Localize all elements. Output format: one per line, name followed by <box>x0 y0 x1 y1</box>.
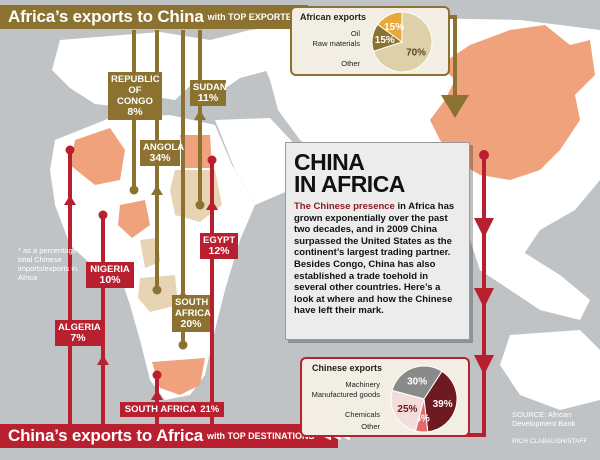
china-exports-banner: China’s exports to Africa with TOP DESTI… <box>0 424 350 448</box>
country-pct: 8% <box>127 106 143 118</box>
down-arrow-icon <box>474 355 494 375</box>
country-name: SOUTH AFRICA <box>175 297 211 319</box>
chinese-exports-value-label: 25% <box>397 404 417 415</box>
chinese-exports-slice-1 <box>423 370 458 433</box>
card-title: African exports <box>300 12 367 22</box>
nigeria-dest-dot <box>98 210 108 220</box>
banner-title: Africa’s exports to China <box>8 7 204 26</box>
chinese-exports-slice-3 <box>390 389 425 432</box>
country-pct: 34% <box>149 152 171 164</box>
country-pct: 7% <box>70 332 86 344</box>
country-pct: 12% <box>208 245 230 257</box>
egypt-territory <box>180 135 212 168</box>
country-pct: 11% <box>197 92 219 104</box>
chinese-exports-slice-0 <box>391 365 443 400</box>
pie-label-machinery: Machinery <box>345 380 380 389</box>
pie-label-other: Other <box>361 422 380 431</box>
country-pct: 20% <box>180 318 202 330</box>
country-name: EGYPT <box>203 235 236 246</box>
destination-tag-nigeria: NIGERIA 10% <box>86 262 134 288</box>
country-name: SUDAN <box>193 82 227 93</box>
banner-subtitle: with TOP DESTINATIONS* <box>206 431 318 441</box>
down-arrow-icon <box>474 288 494 308</box>
card-title: Chinese exports <box>312 363 383 373</box>
destination-tag-south-africa: SOUTH AFRICA 21% <box>120 402 224 417</box>
australia-landmass <box>500 330 600 410</box>
exporter-tag-congo: REPUBLIC OF CONGO 8% <box>108 72 162 120</box>
up-arrow-icon <box>194 110 206 120</box>
country-name: SOUTH AFRICA <box>124 404 197 415</box>
angola-origin-dot <box>152 285 162 295</box>
south-africa-territory <box>152 358 205 395</box>
african-exports-value-label: 70% <box>406 48 426 59</box>
exporter-tag-south-africa: SOUTH AFRICA 20% <box>172 295 211 332</box>
credit-line: RICH CLABAUGH/STAFF <box>512 438 588 445</box>
china-arrowhead-icon <box>441 95 469 118</box>
info-title-line: CHINA <box>294 149 365 175</box>
african-exports-slice-2 <box>377 11 403 43</box>
sudan-origin-dot <box>195 200 205 210</box>
chinese-exports-value-label: 39% <box>433 399 453 410</box>
african-exports-value-label: 15% <box>375 35 395 46</box>
congo-origin-dot <box>129 185 139 195</box>
south-africa-dest-dot <box>152 370 162 380</box>
info-text: in Africa has grown exponentially over t… <box>294 201 455 317</box>
exporter-tag-angola: ANGOLA 34% <box>140 140 184 166</box>
chinese-exports-card: Chinese exports Machinery Manufactured g… <box>300 357 470 437</box>
info-title-line: IN AFRICA <box>294 171 405 197</box>
country-name: REPUBLIC OF CONGO <box>111 74 160 107</box>
arabia-landmass <box>215 118 300 205</box>
southeast-asia-landmass <box>470 240 590 320</box>
chinese-exports-value-label: 30% <box>407 377 427 388</box>
info-panel: CHINA IN AFRICA The Chinese presence in … <box>285 142 470 340</box>
up-arrow-icon <box>151 390 163 400</box>
china-origin-dot <box>479 150 489 160</box>
source-note: SOURCE: African Development Bank <box>512 410 575 428</box>
down-arrow-icon <box>474 218 494 238</box>
pie-label-chemicals: Chemicals <box>344 410 380 419</box>
destination-tag-egypt: EGYPT 12% <box>200 233 238 259</box>
source-line: Development Bank <box>512 419 576 428</box>
up-arrow-icon <box>97 355 109 365</box>
african-exports-value-label: 15% <box>384 22 404 33</box>
algeria-territory <box>70 128 125 185</box>
country-pct: 10% <box>99 274 121 286</box>
destination-tag-algeria: ALGERIA 7% <box>55 320 101 346</box>
exporter-tag-sudan: SUDAN 11% <box>190 80 227 106</box>
banner-title: China’s exports to Africa <box>8 426 203 445</box>
egypt-dest-dot <box>207 155 217 165</box>
nigeria-territory <box>118 200 150 238</box>
europe-landmass <box>52 30 280 108</box>
country-name: NIGERIA <box>90 264 130 275</box>
source-line: SOURCE: African <box>512 410 572 419</box>
country-pct: 21% <box>200 404 220 415</box>
info-lead: The Chinese presence <box>294 201 395 212</box>
pie-label-manufactured-goods: Manufactured goods <box>311 390 380 399</box>
african-exports-card: African exports Oil Raw materials Other … <box>290 6 450 76</box>
chinese-exports-pie: 30% 39%6%25% <box>390 365 458 433</box>
country-name: ANGOLA <box>143 142 185 153</box>
banner-subtitle: with TOP EXPORTERS* <box>207 12 308 22</box>
pie-label-other: Other <box>341 59 360 68</box>
china-territory <box>430 25 595 180</box>
up-arrow-icon <box>206 200 218 210</box>
up-arrow-icon <box>151 185 163 195</box>
pie-label-raw-materials: Raw materials <box>312 39 360 48</box>
pie-label-oil: Oil <box>350 29 360 38</box>
info-body: The Chinese presence in Africa has grown… <box>294 201 461 317</box>
footnote: * as a percentage of total Chinese impor… <box>18 246 86 282</box>
chinese-exports-value-label: 6% <box>415 414 430 425</box>
info-title: CHINA IN AFRICA <box>294 149 461 197</box>
africa-exports-banner: Africa’s exports to China with TOP EXPOR… <box>0 5 340 29</box>
country-name: ALGERIA <box>58 322 101 333</box>
south-africa-origin-dot <box>178 340 188 350</box>
up-arrow-icon <box>64 195 76 205</box>
algeria-dest-dot <box>65 145 75 155</box>
african-exports-pie: 70% 15% 15% <box>371 11 433 73</box>
